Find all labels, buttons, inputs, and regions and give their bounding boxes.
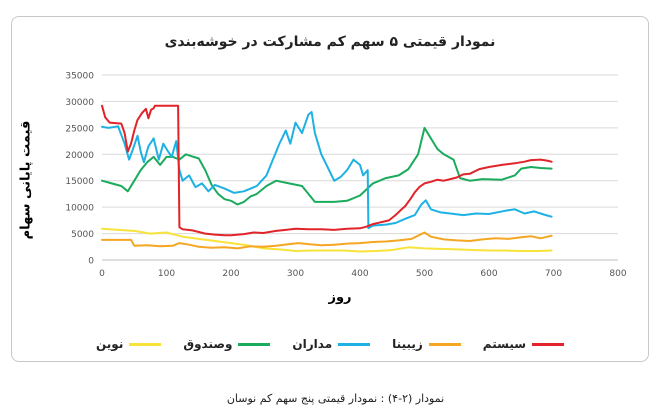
legend-item-zibina: زیبینا [392,337,461,351]
chart-title: نمودار قیمتی ۵ سهم کم مشارکت در خوشه‌بند… [164,34,496,50]
legend-label-zibina: زیبینا [392,337,423,351]
legend-swatch-vasandogh [238,342,271,346]
legend-swatch-zibina [428,342,461,346]
y-tick-label: 10000 [65,204,94,214]
y-tick-label: 25000 [65,124,94,134]
x-tick-label: 300 [287,269,304,279]
legend: سیستم زیبینا مداران وصندوق نوین [11,337,649,351]
x-axis-label: روز [328,290,352,305]
y-tick-label: 20000 [65,151,94,161]
series-line-1 [101,231,553,250]
legend-item-novin: نوین [96,337,162,351]
y-tick-label: 35000 [65,72,94,82]
legend-item-madaran: مداران [292,337,371,351]
legend-swatch-novin [129,342,162,346]
series-line-3 [101,126,553,206]
x-tick-label: 100 [158,269,175,279]
y-tick-label: 0 [88,257,94,267]
series-line-0 [101,104,553,237]
x-tick-label: 400 [351,269,368,279]
legend-item-system: سیستم [482,337,565,351]
figure-caption: نمودار (۲-۴) : نمودار قیمتی پنج سهم کم ن… [226,392,445,405]
x-tick-label: 500 [416,269,433,279]
y-tick-label: 30000 [65,98,94,108]
legend-item-vasandogh: وصندوق [183,337,271,351]
legend-label-novin: نوین [96,337,124,351]
x-tick-label: 600 [480,269,497,279]
legend-label-vasandogh: وصندوق [183,337,233,351]
x-tick-label: 800 [609,269,626,279]
series-line-2 [101,111,553,230]
series-line-4 [101,227,553,253]
legend-label-system: سیستم [482,337,527,351]
legend-label-madaran: مداران [292,337,333,351]
x-tick-label: 200 [222,269,239,279]
y-tick-label: 15000 [65,177,94,187]
legend-swatch-madaran [338,342,371,346]
x-tick-label: 700 [545,269,562,279]
x-tick-label: 0 [99,269,105,279]
legend-swatch-system [532,342,565,346]
y-tick-label: 5000 [71,230,94,240]
chart-frame [11,16,649,362]
